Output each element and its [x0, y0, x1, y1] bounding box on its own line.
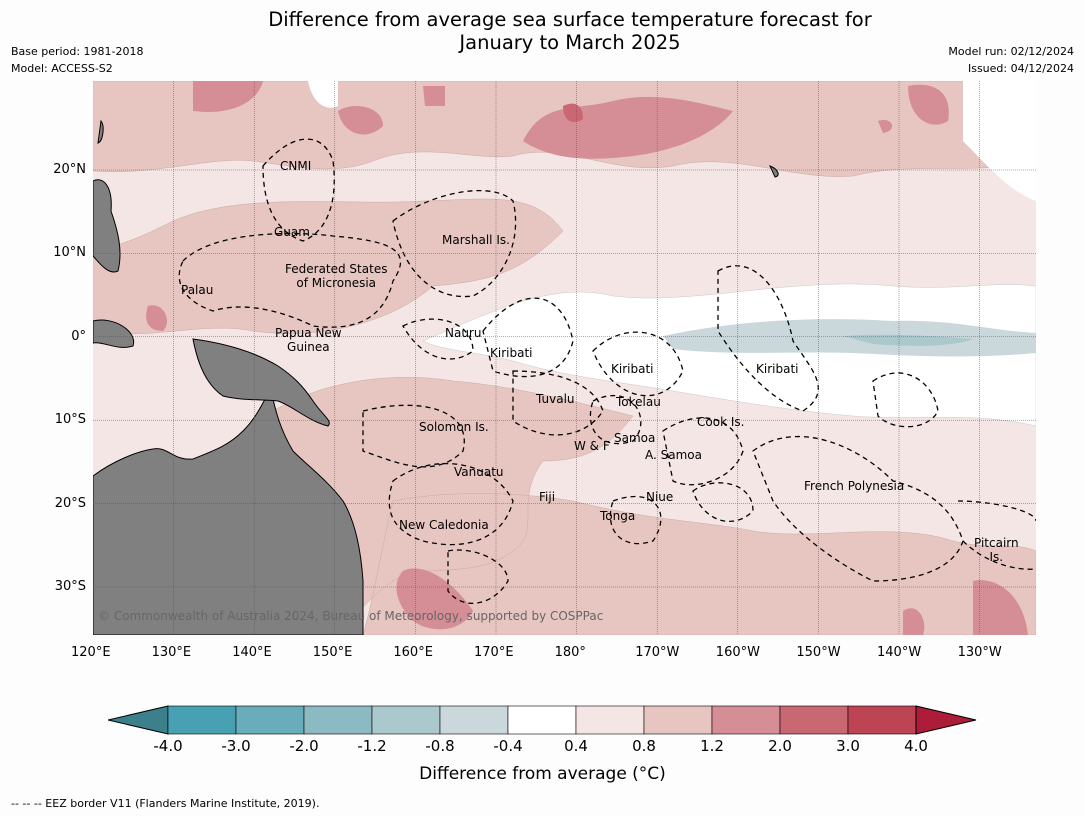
anomaly-zone-neutral — [422, 283, 1036, 427]
meta-right: Model run: 02/12/2024 Issued: 04/12/2024 — [948, 43, 1074, 77]
anomaly-zone-neutral-ne — [963, 81, 1036, 201]
colorbar-segment — [439, 705, 509, 735]
colorbar-title: Difference from average (°C) — [419, 764, 666, 784]
region-label-png: Papua New Guinea — [275, 326, 342, 354]
lon-tick-label: 120°E — [71, 645, 111, 660]
gridlines — [93, 81, 1036, 635]
lat-tick-label: 20°N — [53, 162, 86, 177]
colorbar-tick-label: -3.0 — [221, 737, 251, 755]
issued-date: Issued: 04/12/2024 — [967, 62, 1074, 75]
colorbar-under-arrow — [108, 705, 169, 735]
colorbar-tick-label: 4.0 — [904, 737, 928, 755]
region-label-kiribati-west: Kiribati — [490, 346, 533, 360]
lon-tick-label: 170°E — [474, 645, 514, 660]
colorbar-tick-label: -1.2 — [357, 737, 387, 755]
region-label-vanuatu: Vanuatu — [454, 465, 504, 479]
colorbar-over-arrow — [915, 705, 977, 735]
region-label-pitcairn: Pitcairn Is. — [974, 536, 1019, 564]
colorbar-tick-label: 0.4 — [564, 737, 588, 755]
papua-new-guinea-landmass — [192, 338, 330, 427]
region-label-cnmi: CNMI — [280, 159, 312, 173]
region-label-palau: Palau — [181, 283, 214, 297]
map-canvas — [93, 81, 1036, 635]
anomaly-zone-cool — [663, 319, 1036, 357]
copyright-notice: © Commonwealth of Australia 2024, Bureau… — [98, 609, 604, 623]
meta-left: Base period: 1981-2018 Model: ACCESS-S2 — [11, 43, 143, 77]
lat-tick-label: 10°S — [54, 412, 86, 428]
lon-tick-label: 170°W — [635, 645, 680, 660]
region-label-cook-islands: Cook Is. — [697, 415, 745, 429]
colorbar — [108, 705, 977, 735]
region-label-niue: Niue — [646, 490, 674, 504]
colorbar-segment — [779, 705, 849, 735]
colorbar-tick-label: -4.0 — [153, 737, 183, 755]
lon-tick-label: 140°E — [232, 645, 272, 660]
region-label-tuvalu: Tuvalu — [536, 392, 575, 406]
region-label-nauru: Nauru — [445, 326, 482, 340]
colorbar-segment — [235, 705, 305, 735]
lat-tick-label: 30°S — [54, 579, 86, 594]
region-label-fiji: Fiji — [539, 490, 556, 504]
lon-tick-label: 160°E — [393, 645, 433, 660]
lon-tick-label: 150°E — [312, 645, 353, 660]
lat-tick-label: 0° — [71, 328, 86, 344]
anomaly-zone-cool-core — [843, 334, 973, 346]
colorbar-tick-label: 1.2 — [700, 737, 724, 755]
colorbar-tick-label: -0.4 — [493, 737, 523, 755]
colorbar-tick-label: -0.8 — [425, 737, 455, 755]
region-label-kiribati-central: Kiribati — [611, 362, 654, 376]
lat-tick-label: 20°S — [54, 495, 86, 511]
colorbar-segment — [847, 705, 917, 735]
colorbar-tick-label: 3.0 — [836, 737, 860, 755]
region-label-french-polynesia: French Polynesia — [804, 479, 905, 493]
model-name: Model: ACCESS-S2 — [11, 62, 113, 75]
colorbar-segment — [167, 705, 237, 735]
region-label-wallis-futuna: W & F — [574, 439, 610, 453]
base-period: Base period: 1981-2018 — [11, 45, 144, 58]
lon-tick-label: 140°W — [877, 645, 922, 660]
model-run: Model run: 02/12/2024 — [948, 45, 1074, 58]
chart-title: Difference from average sea surface temp… — [268, 8, 872, 54]
eez-legend-note: -- -- -- EEZ border V11 (Flanders Marine… — [11, 797, 320, 810]
colorbar-segment — [643, 705, 713, 735]
sst-anomaly-map: CNMI Guam Marshall Is. Federated States o… — [93, 81, 1036, 635]
lon-tick-label: 150°W — [796, 645, 841, 660]
colorbar-segment — [371, 705, 441, 735]
region-label-new-caledonia: New Caledonia — [399, 518, 489, 532]
region-label-guam: Guam — [274, 225, 310, 239]
lon-tick-label: 180° — [554, 645, 586, 660]
region-label-tokelau: Tokelau — [616, 395, 661, 409]
lon-tick-label: 130°E — [151, 645, 192, 660]
lon-tick-label: 130°W — [957, 645, 1002, 660]
colorbar-tick-label: -2.0 — [289, 737, 319, 755]
region-label-fsm: Federated States of Micronesia — [285, 262, 388, 290]
colorbar-tick-label: 0.8 — [632, 737, 656, 755]
colorbar-segment — [507, 705, 577, 735]
region-label-tonga: Tonga — [600, 509, 636, 523]
region-label-solomon: Solomon Is. — [419, 420, 489, 434]
region-label-american-samoa: A. Samoa — [645, 448, 702, 462]
region-label-samoa: Samoa — [614, 431, 656, 445]
colorbar-segment — [711, 705, 781, 735]
lon-tick-label: 160°W — [715, 645, 760, 660]
lat-tick-label: 10°N — [53, 245, 86, 261]
region-label-marshall: Marshall Is. — [442, 233, 510, 247]
colorbar-tick-label: 2.0 — [768, 737, 792, 755]
philippines-landmass — [93, 179, 121, 273]
colorbar-segment — [303, 705, 373, 735]
region-label-kiribati-east: Kiribati — [756, 362, 799, 376]
colorbar-segment — [575, 705, 645, 735]
eez-borders — [178, 138, 1036, 604]
